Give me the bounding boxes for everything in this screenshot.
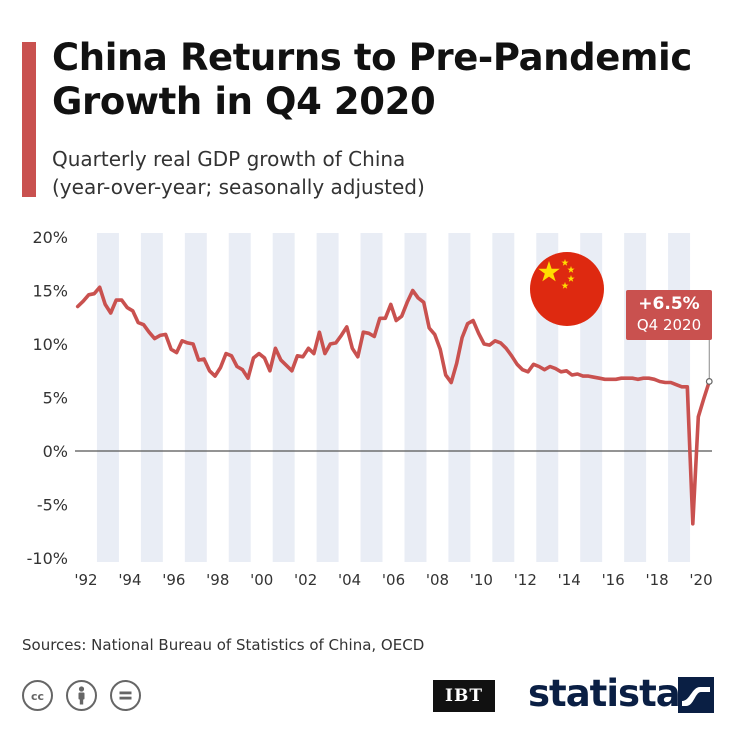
callout-value: +6.5% <box>638 294 700 314</box>
y-tick-label: -5% <box>37 496 68 515</box>
china-flag-icon <box>530 252 604 326</box>
y-tick-label: 15% <box>32 282 68 301</box>
y-tick-label: -10% <box>27 549 68 568</box>
x-tick-label: '04 <box>338 571 361 589</box>
x-tick-label: '02 <box>294 571 317 589</box>
x-tick-label: '98 <box>206 571 229 589</box>
x-tick-label: '96 <box>162 571 185 589</box>
year-band <box>624 233 647 562</box>
statista-logo[interactable]: statista <box>528 672 681 715</box>
x-tick-label: '10 <box>470 571 493 589</box>
chart-title-line-2: Growth in Q4 2020 <box>52 80 436 123</box>
x-tick-label: '00 <box>250 571 273 589</box>
x-tick-label: '20 <box>689 571 712 589</box>
attribution-icon[interactable] <box>66 680 97 711</box>
chart-subtitle-line-1: Quarterly real GDP growth of China <box>52 147 406 171</box>
chart-subtitle-line-2: (year-over-year; seasonally adjusted) <box>52 175 425 199</box>
x-tick-label: '08 <box>426 571 449 589</box>
x-tick-label: '16 <box>602 571 625 589</box>
chart-title: China Returns to Pre-Pandemic Growth in … <box>52 36 722 124</box>
callout-period: Q4 2020 <box>636 316 702 334</box>
gdp-growth-line <box>75 285 712 526</box>
year-band <box>272 233 295 562</box>
year-band <box>228 233 251 562</box>
source-note: Sources: National Bureau of Statistics o… <box>22 636 425 654</box>
latest-value-callout: +6.5% Q4 2020 <box>626 290 712 340</box>
ibt-logo[interactable]: IBT <box>433 680 495 712</box>
year-band <box>404 233 427 562</box>
year-band <box>140 233 163 562</box>
cc-icon[interactable]: cc <box>22 680 53 711</box>
x-tick-label: '12 <box>514 571 537 589</box>
x-tick-label: '92 <box>74 571 97 589</box>
latest-point-marker <box>705 378 713 385</box>
y-tick-label: 20% <box>32 228 68 247</box>
year-band <box>360 233 383 562</box>
year-band <box>492 233 515 562</box>
year-band <box>184 233 207 562</box>
statista-mark-icon <box>678 677 714 713</box>
x-tick-label: '94 <box>118 571 141 589</box>
gdp-line-chart: 20% 15% 10% 5% 0% -5% -10% '92 '94 '96 '98 '00 '02 '0… <box>27 228 713 589</box>
year-band <box>96 233 119 562</box>
no-derivatives-icon[interactable] <box>110 680 141 711</box>
x-tick-label: '14 <box>558 571 581 589</box>
y-tick-label: 0% <box>43 442 68 461</box>
x-tick-label: '18 <box>645 571 668 589</box>
y-tick-label: 5% <box>43 389 68 408</box>
chart-subtitle: Quarterly real GDP growth of China (year… <box>52 145 702 201</box>
year-band <box>448 233 471 562</box>
x-tick-label: '06 <box>382 571 405 589</box>
svg-text:cc: cc <box>31 690 44 703</box>
year-band <box>316 233 339 562</box>
chart-title-line-1: China Returns to Pre-Pandemic <box>52 36 692 79</box>
title-accent-bar <box>22 42 36 197</box>
y-tick-label: 10% <box>32 335 68 354</box>
